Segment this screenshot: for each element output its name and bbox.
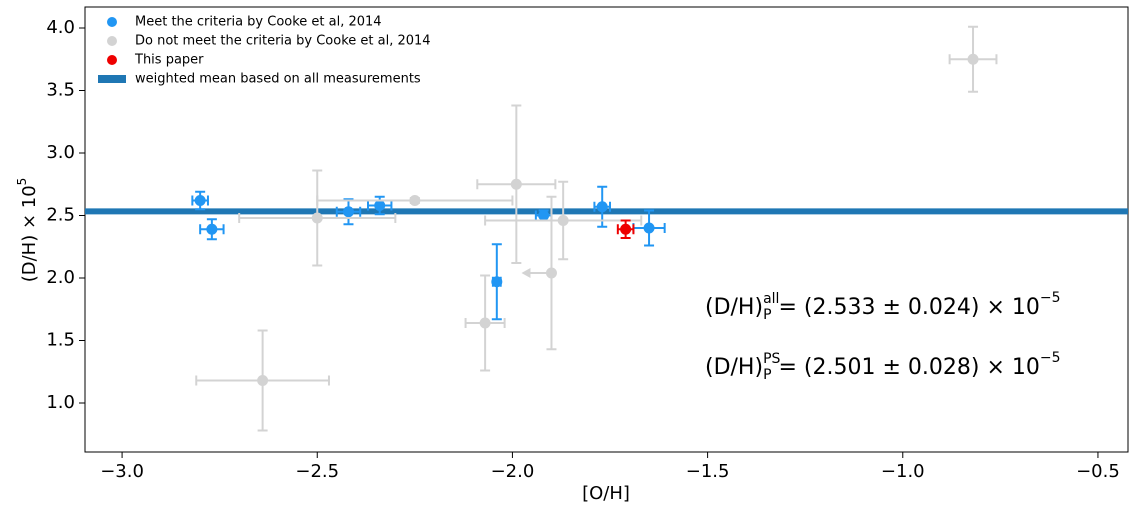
x-axis-label: [O/H] [582,483,630,504]
x-tick-label: −2.5 [295,461,339,482]
point [409,195,421,206]
annotation: (D/H)all P = (2.533 ± 0.024) × 10−5 [705,290,1061,323]
y-tick-label: 1.0 [46,392,75,413]
plot-frame [84,6,1129,453]
point [967,53,979,65]
x-tick-label: −0.5 [1076,461,1120,482]
y-tick-label: 1.5 [46,330,75,351]
point [545,267,557,279]
x-tick-label: −3.0 [100,461,144,482]
point [510,178,522,190]
point [194,195,206,206]
legend-label: This paper [134,53,204,68]
legend-marker [98,75,126,83]
x-tick-label: −1.5 [686,461,730,482]
point [491,276,503,288]
y-axis-label: (D/H) × 105 [15,178,41,283]
y-tick-label: 2.0 [46,267,75,288]
point [479,317,491,329]
y-tick-label: 3.5 [46,80,75,101]
point [596,201,608,213]
annotation-exp: −5 [1040,350,1061,366]
annotation-exp: −5 [1040,290,1061,306]
y-tick-label: 3.0 [46,142,75,163]
annotation-sup: all [763,291,779,307]
legend-label: Do not meet the criteria by Cooke et al,… [135,34,431,49]
limit-arrow-head [521,268,531,278]
x-tick-label: −1.0 [881,461,925,482]
point [538,210,550,221]
legend-label: Meet the criteria by Cooke et al, 2014 [135,15,382,30]
point [311,212,323,224]
legend-label: weighted mean based on all measurements [135,72,421,87]
legend-marker [107,36,117,46]
point [643,222,655,234]
point [342,206,354,218]
point [374,200,386,211]
annotation-base: (D/H) [705,295,763,320]
y-tick-label: 4.0 [46,17,75,38]
annotation-base: (D/H) [705,355,763,380]
y-label-text: (D/H) × 10 [19,185,40,282]
annotation-rest: = (2.501 ± 0.028) × 10 [772,355,1040,380]
point [557,215,569,226]
legend-marker [107,17,117,27]
annotation-rest: = (2.533 ± 0.024) × 10 [772,295,1040,320]
annotation: (D/H)PS P = (2.501 ± 0.028) × 10−5 [705,350,1061,383]
annotation-sub: P [763,367,771,383]
annotation-sup: PS [763,351,780,367]
annotation-sub: P [763,307,771,323]
legend-marker [107,55,117,65]
point [206,223,218,235]
point [257,375,269,386]
x-tick-label: −2.0 [491,461,535,482]
y-tick-label: 2.5 [46,205,75,226]
y-label-sup: 5 [15,178,29,186]
point [620,223,632,235]
